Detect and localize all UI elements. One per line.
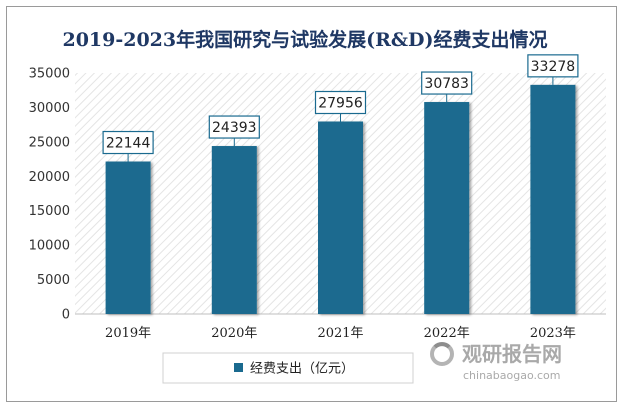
x-tick-label: 2019年 (105, 326, 151, 341)
legend-swatch (234, 363, 243, 372)
bar (530, 84, 576, 314)
y-tick-label: 5000 (37, 273, 70, 288)
data-label-group: 27956 (314, 90, 367, 122)
data-label-group: 24393 (208, 115, 260, 147)
y-tick-label: 30000 (29, 101, 70, 116)
bar (105, 161, 151, 314)
data-label-group: 22144 (102, 130, 154, 162)
chart-frame: 2019-2023年我国研究与试验发展(R&D)经费支出情况 0 5000 1000… (6, 6, 617, 402)
watermark-sub-text: chinabaogao.com (463, 369, 561, 382)
bar-series (105, 84, 576, 315)
data-label-group: 30783 (421, 71, 473, 103)
chart-title: 2019-2023年我国研究与试验发展(R&D)经费支出情况 (62, 28, 547, 51)
data-label: 27956 (318, 96, 363, 112)
x-tick-label: 2022年 (424, 326, 470, 341)
legend: 经费支出（亿元） (162, 352, 414, 384)
legend-box (162, 352, 414, 384)
x-tick-label: 2020年 (211, 326, 257, 341)
data-labels: 22144 24393 27956 30783 33278 (102, 54, 579, 162)
watermark: 观研报告网 chinabaogao.com (430, 342, 562, 382)
bar-chart: 2019-2023年我国研究与试验发展(R&D)经费支出情况 0 5000 1000… (29, 28, 606, 384)
y-tick-label: 15000 (29, 204, 70, 219)
data-label: 30783 (424, 76, 469, 92)
legend-label: 经费支出（亿元） (250, 362, 354, 377)
data-label-group: 33278 (527, 54, 579, 85)
y-tick-label: 35000 (29, 67, 70, 82)
y-tick-label: 10000 (29, 239, 70, 254)
bar (318, 121, 363, 315)
y-tick-label: 20000 (29, 170, 70, 185)
y-tick-label: 25000 (29, 135, 70, 150)
watermark-main-text: 观研报告网 (462, 342, 562, 366)
x-tick-label: 2021年 (317, 326, 363, 341)
bar (211, 146, 257, 314)
data-label: 33278 (531, 59, 576, 75)
x-axis: 2019年 2020年 2021年 2022年 2023年 (105, 326, 576, 341)
x-tick-label: 2023年 (530, 326, 576, 341)
bar (424, 102, 470, 315)
data-label: 22144 (106, 136, 151, 152)
data-label: 24393 (212, 120, 257, 136)
y-axis: 0 5000 10000 15000 20000 25000 30000 35000 (29, 67, 70, 323)
ring-logo-icon (430, 342, 454, 366)
y-tick-label: 0 (62, 308, 70, 323)
